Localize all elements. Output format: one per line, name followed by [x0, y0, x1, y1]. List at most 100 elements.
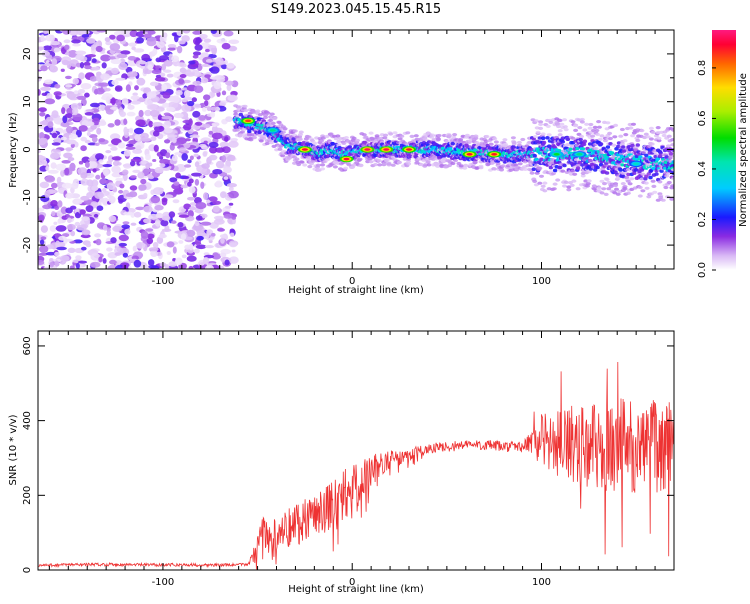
heatmap-cell	[70, 143, 75, 148]
heatmap-cell	[176, 30, 183, 36]
heatmap-cell	[38, 137, 48, 144]
heatmap-cell	[478, 166, 484, 170]
colorbar-tick-label: 0.6	[697, 110, 708, 126]
heatmap-cell	[90, 102, 100, 108]
heatmap-cell	[166, 106, 176, 112]
heatmap-cell	[111, 156, 122, 161]
heatmap-cell	[537, 181, 543, 185]
heatmap-cell	[80, 145, 87, 152]
heatmap-cell	[534, 171, 540, 175]
heatmap-cell	[441, 157, 447, 161]
heatmap-cell	[51, 132, 58, 139]
heatmap-hot-spot	[466, 152, 473, 156]
heatmap-cell	[453, 159, 458, 163]
heatmap-cell	[123, 163, 132, 169]
heatmap-cell	[570, 120, 576, 124]
heatmap-cell	[133, 259, 142, 268]
heatmap-cell	[668, 154, 674, 158]
heatmap-cell	[125, 146, 136, 150]
colorbar-tick-label: 0.2	[697, 212, 708, 228]
heatmap-cell	[72, 43, 81, 47]
heatmap-cell	[206, 106, 211, 112]
heatmap-cell	[102, 258, 107, 264]
heatmap-cell	[132, 149, 143, 154]
heatmap-cell	[141, 160, 147, 165]
heatmap-cell	[201, 163, 210, 169]
heatmap-cell	[212, 200, 222, 205]
heatmap-cell	[656, 139, 662, 143]
heatmap-cell	[162, 32, 168, 39]
heatmap-cell	[60, 255, 70, 262]
heatmap-cell	[136, 77, 146, 86]
heatmap-cell	[76, 224, 87, 231]
heatmap-cell	[324, 134, 330, 139]
heatmap-cell	[49, 63, 55, 71]
heatmap-cell	[447, 134, 452, 138]
heatmap-cell	[95, 87, 105, 95]
heatmap-cell	[149, 109, 160, 118]
heatmap-cell	[516, 140, 522, 145]
heatmap-cell	[186, 255, 197, 262]
heatmap-cell	[86, 192, 94, 199]
heatmap-cell	[650, 179, 656, 183]
heatmap-cell	[89, 76, 98, 82]
heatmap-cell	[565, 137, 571, 141]
heatmap-cell	[597, 137, 603, 141]
heatmap-cell	[456, 161, 462, 166]
heatmap-cell	[51, 110, 59, 118]
heatmap-cell	[195, 244, 207, 250]
heatmap-cell	[200, 221, 212, 226]
heatmap-cell	[175, 90, 183, 96]
heatmap-cell	[177, 222, 184, 228]
heatmap-cell	[146, 237, 154, 245]
heatmap-cell	[88, 161, 98, 169]
heatmap-cell	[125, 143, 134, 147]
heatmap-cell	[315, 163, 321, 167]
heatmap-cell	[437, 155, 442, 160]
heatmap-cell	[219, 252, 227, 258]
heatmap-cell	[160, 149, 168, 157]
heatmap-cell	[560, 169, 566, 173]
heatmap-cell	[150, 249, 158, 257]
heatmap-hot-spot	[343, 157, 350, 161]
heatmap-cell	[203, 252, 210, 256]
heatmap-cell	[38, 260, 45, 265]
heatmap-cell	[98, 138, 106, 143]
heatmap-cell	[579, 120, 585, 124]
heatmap-cell	[73, 90, 79, 95]
y-tick-label: 20	[22, 48, 33, 61]
heatmap-cell	[154, 166, 164, 174]
heatmap-cell	[499, 168, 504, 172]
heatmap-cell	[632, 171, 637, 175]
heatmap-cell	[42, 45, 53, 51]
heatmap-cell	[374, 134, 380, 138]
heatmap-cell	[649, 142, 655, 146]
heatmap-cell	[201, 64, 211, 67]
heatmap-cell	[215, 180, 223, 188]
heatmap-cell	[45, 251, 57, 256]
heatmap-cell	[153, 130, 160, 137]
heatmap-cell	[162, 92, 171, 99]
heatmap-cell	[573, 124, 579, 128]
heatmap-cell	[660, 198, 666, 202]
heatmap-cell	[86, 131, 91, 137]
heatmap-cell	[38, 149, 42, 154]
heatmap-cell	[320, 167, 326, 171]
heatmap-cell	[93, 213, 99, 218]
heatmap-cell	[569, 183, 575, 187]
colorbar-tick-label: 0.8	[697, 60, 708, 76]
heatmap-cell	[640, 172, 646, 176]
y-tick-label: -10	[22, 189, 33, 205]
heatmap-hot-spot	[491, 152, 498, 156]
x-tick-label: 100	[532, 577, 551, 588]
heatmap-cell	[65, 113, 73, 118]
heatmap-cell	[55, 163, 67, 171]
heatmap-cell	[164, 139, 171, 144]
heatmap-y-axis-label: Frequency (Hz)	[8, 112, 19, 188]
heatmap-cell	[670, 138, 674, 142]
heatmap-cell	[186, 229, 196, 237]
heatmap-cell	[161, 83, 168, 92]
heatmap-cell	[132, 245, 137, 252]
heatmap-cell	[75, 255, 82, 260]
heatmap-cell	[80, 83, 92, 90]
